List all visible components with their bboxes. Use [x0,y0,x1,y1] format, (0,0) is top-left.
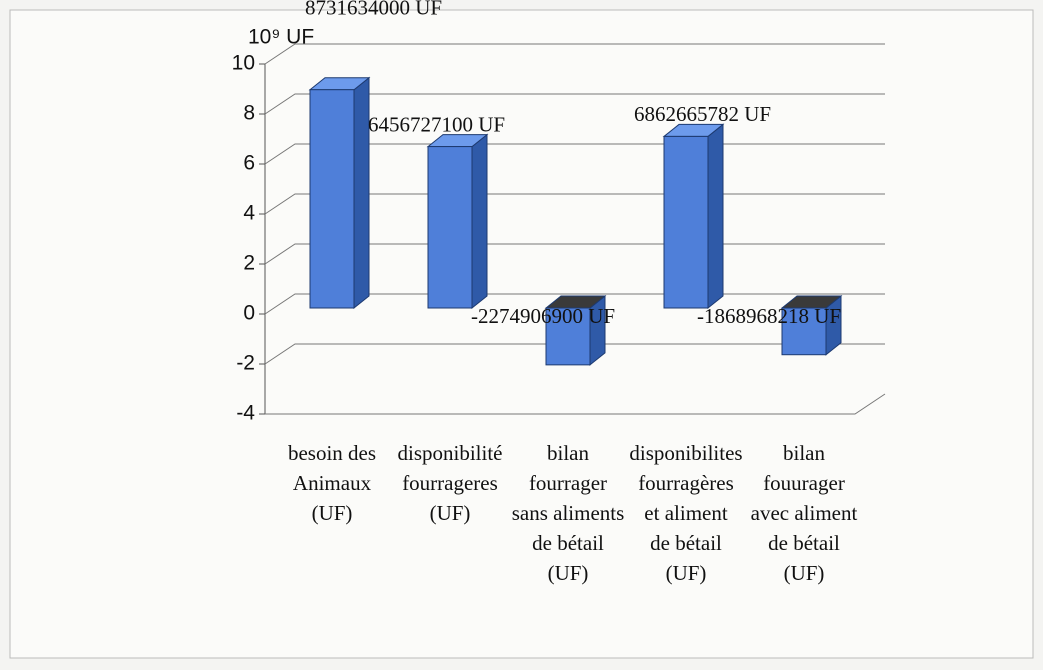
x-tick-label-line: avec aliment [751,501,858,525]
x-tick-label-line: fouurager [763,471,845,495]
y-tick-label: -2 [236,352,255,375]
bar [309,89,355,309]
x-tick-label-line: besoin des [288,441,376,465]
x-tick-label-line: disponibilité [398,441,503,465]
x-tick-label-line: (UF) [430,501,471,525]
bar-side [707,123,724,310]
grid-line [264,93,885,115]
y-axis-label: 10⁹ UF [248,26,314,49]
x-tick-label: besoin des Animaux (UF) [288,441,376,525]
y-tick-label: 0 [243,302,255,325]
y-tick-label: -4 [236,402,255,425]
grid-line [265,393,886,415]
x-tick-label: bilan fouurager avec aliment de bétail (UF) [751,441,858,585]
x-tick-label-line: Animaux [293,471,372,495]
x-tick-label-line: de bétail [768,531,840,555]
x-tick-label-line: (UF) [548,561,589,585]
x-tick-label-line: fourrageres [402,471,498,495]
value-label: 6456727100 UF [368,112,505,136]
grid-line [264,43,885,65]
y-tick-label: 10 [232,52,255,75]
x-tick-label-line: fourrager [529,471,607,495]
x-tick-label-line: sans aliments [512,501,625,525]
x-tick-label: disponibilité fourrageres (UF) [398,441,503,525]
bar [545,307,591,366]
x-tick-label-line: (UF) [784,561,825,585]
bar [781,307,827,356]
frame [9,9,1034,659]
bar [663,135,709,309]
x-tick-label-line: (UF) [312,501,353,525]
value-label: 8731634000 UF [305,0,442,20]
bar-side [353,76,370,310]
x-tick-label-line: fourragères [638,471,734,495]
bar-side [471,133,488,310]
y-tick-label: 6 [243,152,255,175]
x-tick-label-line: (UF) [666,561,707,585]
x-tick-label: bilan fourrager sans aliments de bétail (UF) [512,441,625,585]
x-tick-label-line: disponibilites [629,441,742,465]
x-tick-label: disponibilites fourragères et aliment de bé… [629,441,742,585]
value-label: -2274906900 UF [471,304,615,328]
value-label: 6862665782 UF [634,102,771,126]
x-tick-label-line: bilan [547,441,589,465]
x-tick-label-line: de bétail [650,531,722,555]
x-tick-label-line: bilan [783,441,825,465]
value-label: -1868968218 UF [697,304,841,328]
x-tick-label-line: de bétail [532,531,604,555]
bar [427,146,473,309]
y-tick-label: 2 [243,252,255,275]
x-tick-label-line: et aliment [644,501,728,525]
y-tick-label: 4 [243,202,255,225]
grid-line [264,343,885,365]
y-tick-label: 8 [243,102,255,125]
